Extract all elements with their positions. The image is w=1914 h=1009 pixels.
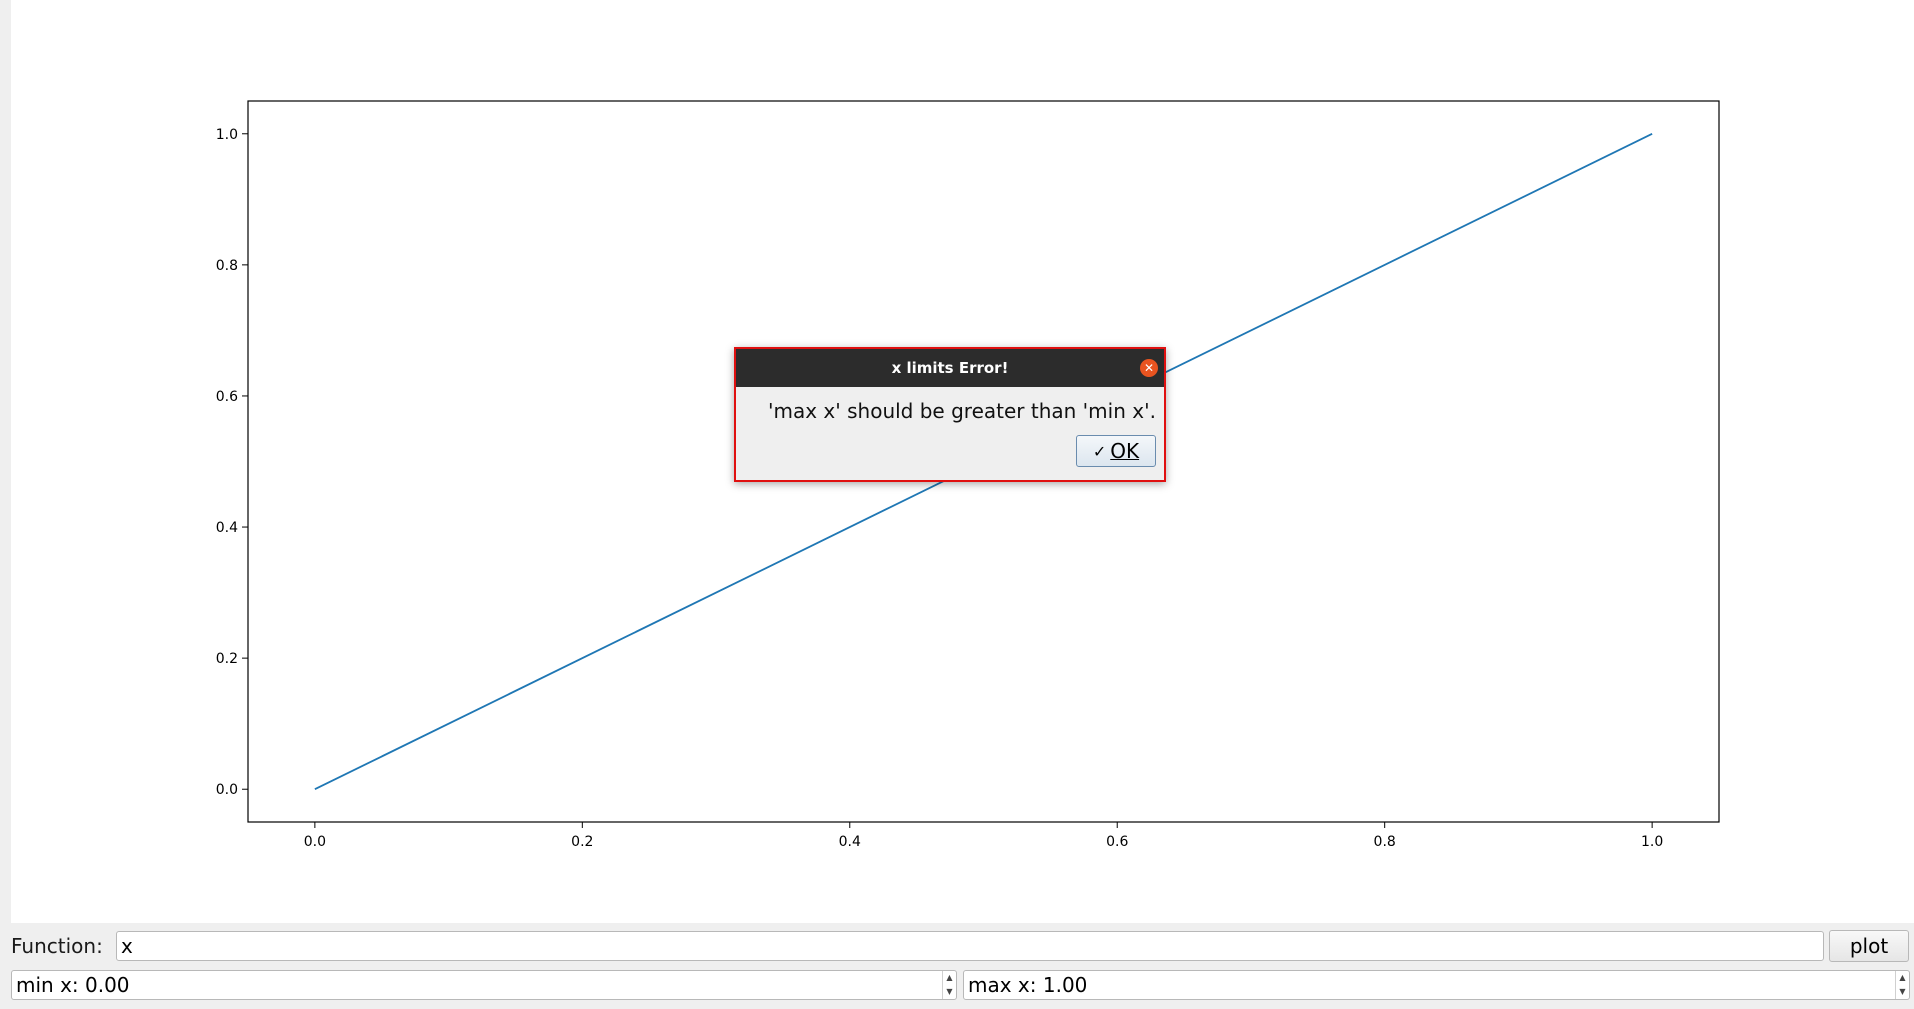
min-x-value: min x: 0.00	[16, 973, 130, 997]
min-x-stepper[interactable]: ▲ ▼	[942, 971, 956, 999]
y-tick-label: 0.0	[216, 782, 238, 798]
spin-up-icon[interactable]: ▲	[1899, 973, 1906, 982]
max-x-stepper[interactable]: ▲ ▼	[1895, 971, 1909, 999]
dialog-message: 'max x' should be greater than 'min x'.	[768, 399, 1156, 423]
spin-up-icon[interactable]: ▲	[946, 973, 953, 982]
y-tick-label: 0.4	[216, 520, 238, 536]
spin-down-icon[interactable]: ▼	[1899, 987, 1906, 996]
max-x-spinbox[interactable]: max x: 1.00 ▲ ▼	[963, 970, 1910, 1000]
check-icon: ✓	[1092, 441, 1107, 461]
x-tick-label: 0.4	[839, 834, 861, 850]
y-tick-label: 1.0	[216, 127, 238, 143]
x-tick-label: 1.0	[1641, 834, 1663, 850]
dialog-titlebar[interactable]: x limits Error! ✕	[736, 349, 1164, 387]
function-input[interactable]	[116, 931, 1824, 961]
y-tick-label: 0.8	[216, 258, 238, 274]
ok-label: OK	[1110, 439, 1140, 463]
spin-down-icon[interactable]: ▼	[946, 987, 953, 996]
x-tick-label: 0.6	[1106, 834, 1128, 850]
x-tick-label: 0.0	[304, 834, 326, 850]
y-tick-label: 0.6	[216, 389, 238, 405]
x-tick-label: 0.2	[571, 834, 593, 850]
ok-button[interactable]: ✓ OK	[1076, 435, 1156, 467]
y-tick-label: 0.2	[216, 651, 238, 667]
error-dialog: x limits Error! ✕ 'max x' should be grea…	[734, 347, 1166, 482]
plot-button[interactable]: plot	[1829, 930, 1909, 962]
close-icon[interactable]: ✕	[1140, 359, 1158, 377]
max-x-value: max x: 1.00	[968, 973, 1088, 997]
min-x-spinbox[interactable]: min x: 0.00 ▲ ▼	[11, 970, 957, 1000]
function-label: Function:	[11, 934, 103, 958]
x-tick-label: 0.8	[1374, 834, 1396, 850]
dialog-title: x limits Error!	[891, 359, 1009, 377]
